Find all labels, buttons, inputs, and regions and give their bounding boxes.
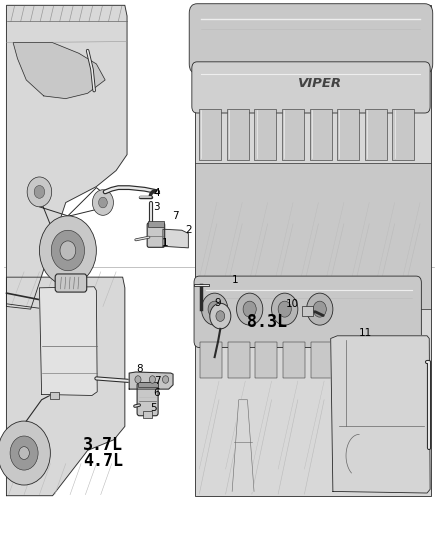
- Circle shape: [51, 230, 85, 271]
- Polygon shape: [13, 43, 105, 99]
- Text: 5: 5: [150, 403, 157, 413]
- Wedge shape: [247, 280, 261, 296]
- Bar: [338, 342, 360, 378]
- Text: 3.7L: 3.7L: [83, 436, 123, 454]
- Circle shape: [237, 293, 263, 325]
- Circle shape: [0, 421, 50, 485]
- Text: 1: 1: [231, 275, 238, 285]
- Polygon shape: [7, 5, 127, 309]
- Bar: [255, 342, 277, 378]
- Polygon shape: [331, 336, 430, 493]
- Wedge shape: [339, 280, 353, 296]
- Text: 7: 7: [172, 211, 179, 221]
- Bar: [143, 411, 152, 418]
- Circle shape: [92, 190, 113, 215]
- Bar: [138, 382, 158, 387]
- Bar: [366, 342, 388, 378]
- Text: 2: 2: [185, 225, 192, 235]
- Wedge shape: [385, 280, 399, 296]
- Circle shape: [34, 185, 45, 198]
- Circle shape: [10, 436, 38, 470]
- Polygon shape: [163, 229, 188, 248]
- Bar: [311, 342, 332, 378]
- Text: 1: 1: [162, 238, 169, 247]
- Wedge shape: [293, 280, 307, 296]
- Bar: [393, 342, 415, 378]
- Circle shape: [162, 376, 169, 383]
- Bar: [199, 109, 221, 160]
- Bar: [282, 109, 304, 160]
- Circle shape: [278, 301, 291, 317]
- Circle shape: [149, 376, 155, 383]
- Text: 9: 9: [214, 298, 221, 308]
- Bar: [200, 342, 222, 378]
- Bar: [50, 392, 59, 399]
- Text: 8: 8: [136, 364, 143, 374]
- Bar: [337, 109, 359, 160]
- Circle shape: [201, 293, 228, 325]
- Polygon shape: [232, 400, 254, 491]
- Bar: [195, 163, 431, 309]
- Circle shape: [216, 311, 225, 321]
- Circle shape: [210, 303, 231, 329]
- Polygon shape: [7, 277, 125, 496]
- Text: 7: 7: [154, 376, 161, 386]
- Circle shape: [99, 197, 107, 208]
- Bar: [195, 269, 431, 496]
- Text: 6: 6: [153, 389, 160, 398]
- Circle shape: [313, 301, 326, 317]
- FancyBboxPatch shape: [55, 274, 87, 292]
- FancyBboxPatch shape: [194, 276, 421, 348]
- Polygon shape: [129, 372, 173, 389]
- Circle shape: [135, 376, 141, 383]
- Bar: [254, 109, 276, 160]
- FancyBboxPatch shape: [192, 62, 430, 113]
- Bar: [283, 342, 305, 378]
- Bar: [195, 5, 431, 309]
- Text: 10: 10: [286, 299, 299, 309]
- Circle shape: [272, 293, 298, 325]
- Wedge shape: [201, 280, 215, 296]
- FancyBboxPatch shape: [147, 223, 165, 247]
- Circle shape: [307, 293, 333, 325]
- Text: 3: 3: [153, 202, 160, 212]
- Circle shape: [243, 301, 256, 317]
- Bar: [228, 342, 250, 378]
- Text: 4.7L: 4.7L: [83, 452, 123, 470]
- Bar: [302, 306, 313, 316]
- Bar: [310, 109, 332, 160]
- Bar: [148, 221, 164, 227]
- Circle shape: [39, 216, 96, 285]
- Circle shape: [208, 301, 221, 317]
- Bar: [227, 109, 249, 160]
- Text: 8.3L: 8.3L: [247, 313, 287, 332]
- Text: VIPER: VIPER: [298, 77, 342, 91]
- Text: 11: 11: [359, 328, 372, 338]
- Polygon shape: [39, 287, 97, 395]
- Bar: [392, 109, 414, 160]
- Circle shape: [19, 447, 29, 459]
- Text: 4: 4: [153, 188, 160, 198]
- FancyBboxPatch shape: [137, 383, 158, 416]
- Circle shape: [27, 177, 52, 207]
- Circle shape: [60, 241, 76, 260]
- FancyBboxPatch shape: [189, 4, 433, 74]
- Bar: [365, 109, 387, 160]
